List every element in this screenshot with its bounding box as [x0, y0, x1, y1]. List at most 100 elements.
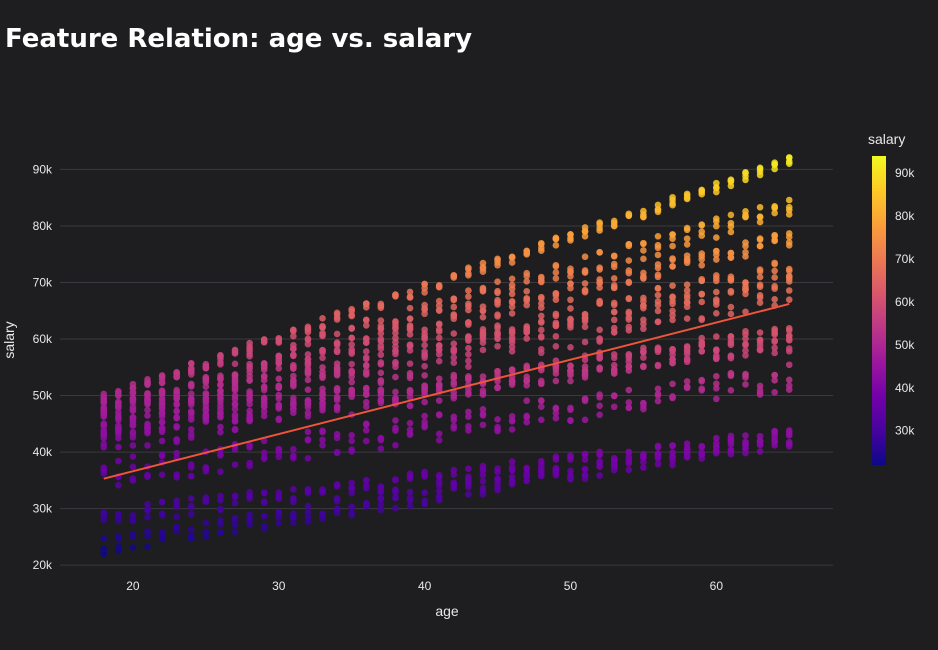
data-point [202, 390, 210, 398]
data-point [231, 528, 239, 536]
data-point [377, 434, 385, 442]
data-point [260, 394, 268, 401]
data-point [406, 488, 414, 496]
data-point [756, 299, 764, 307]
data-point [129, 413, 137, 421]
data-point [538, 318, 545, 325]
data-point [785, 265, 793, 273]
data-point [683, 299, 691, 306]
data-point [435, 375, 443, 383]
colorbar-tick-label: 50k [895, 338, 915, 352]
data-point [260, 364, 268, 371]
data-point [348, 386, 355, 394]
data-point [654, 318, 662, 325]
data-point [290, 332, 297, 340]
data-point [187, 382, 195, 389]
data-point [596, 411, 603, 419]
data-point [552, 290, 560, 297]
data-point [683, 241, 691, 248]
data-point [377, 379, 385, 387]
data-point [333, 393, 341, 401]
colorbar-tick-label: 30k [895, 424, 915, 438]
data-point [494, 465, 501, 472]
data-point [319, 407, 326, 414]
data-point [654, 201, 662, 209]
data-point [202, 375, 210, 382]
data-point [713, 333, 720, 340]
data-point [421, 489, 428, 496]
data-point [669, 282, 676, 289]
data-point [508, 478, 516, 486]
data-point [319, 324, 326, 331]
data-point [567, 417, 574, 425]
data-point [421, 471, 428, 478]
data-point [260, 437, 268, 445]
data-point [508, 412, 516, 420]
data-point [523, 376, 531, 384]
data-point [494, 287, 501, 295]
data-point [465, 385, 472, 393]
data-point [742, 213, 749, 220]
data-point [508, 290, 516, 298]
data-point [727, 211, 735, 219]
data-point [144, 543, 151, 551]
data-point [727, 369, 735, 377]
x-tick-label: 40 [418, 579, 432, 593]
data-point [640, 247, 647, 254]
data-point [479, 326, 487, 333]
data-point [465, 408, 472, 416]
data-point [304, 368, 312, 375]
data-point [435, 326, 443, 333]
data-point [596, 276, 603, 283]
data-point [217, 528, 224, 536]
data-point [756, 329, 764, 336]
data-point [187, 472, 195, 480]
data-point [669, 449, 676, 456]
data-point [610, 316, 618, 324]
data-point [640, 213, 647, 221]
data-point [129, 394, 137, 402]
data-point [771, 349, 778, 357]
data-point [275, 446, 283, 453]
data-point [669, 316, 676, 324]
data-point [362, 398, 370, 406]
data-point [640, 354, 647, 361]
data-point [144, 399, 151, 407]
data-point [479, 313, 487, 321]
data-point [508, 310, 516, 317]
data-point [479, 339, 487, 346]
data-point [217, 376, 224, 383]
data-point [654, 460, 662, 468]
data-point [450, 346, 458, 354]
data-point [144, 505, 151, 513]
data-point [348, 489, 355, 497]
data-point [304, 356, 312, 363]
data-point [742, 381, 749, 388]
data-point [713, 256, 720, 263]
data-point [392, 486, 399, 494]
data-point [465, 270, 472, 277]
data-point [698, 187, 706, 194]
data-point [567, 362, 574, 369]
data-point [567, 453, 574, 461]
data-point [785, 239, 793, 246]
data-point [115, 533, 122, 541]
data-point [552, 468, 560, 475]
data-point [523, 465, 531, 473]
data-point [275, 513, 283, 521]
data-point [421, 412, 428, 420]
data-point [654, 208, 662, 216]
data-point [538, 295, 545, 302]
colorbar-tick-label: 60k [895, 295, 915, 309]
data-point [742, 290, 749, 298]
data-points[interactable] [100, 154, 793, 558]
data-point [217, 506, 224, 514]
data-point [669, 242, 676, 250]
data-point [567, 280, 574, 288]
data-point [683, 224, 691, 232]
data-point [304, 376, 312, 384]
data-point [158, 451, 166, 458]
data-point [173, 386, 180, 394]
data-point [669, 393, 676, 401]
